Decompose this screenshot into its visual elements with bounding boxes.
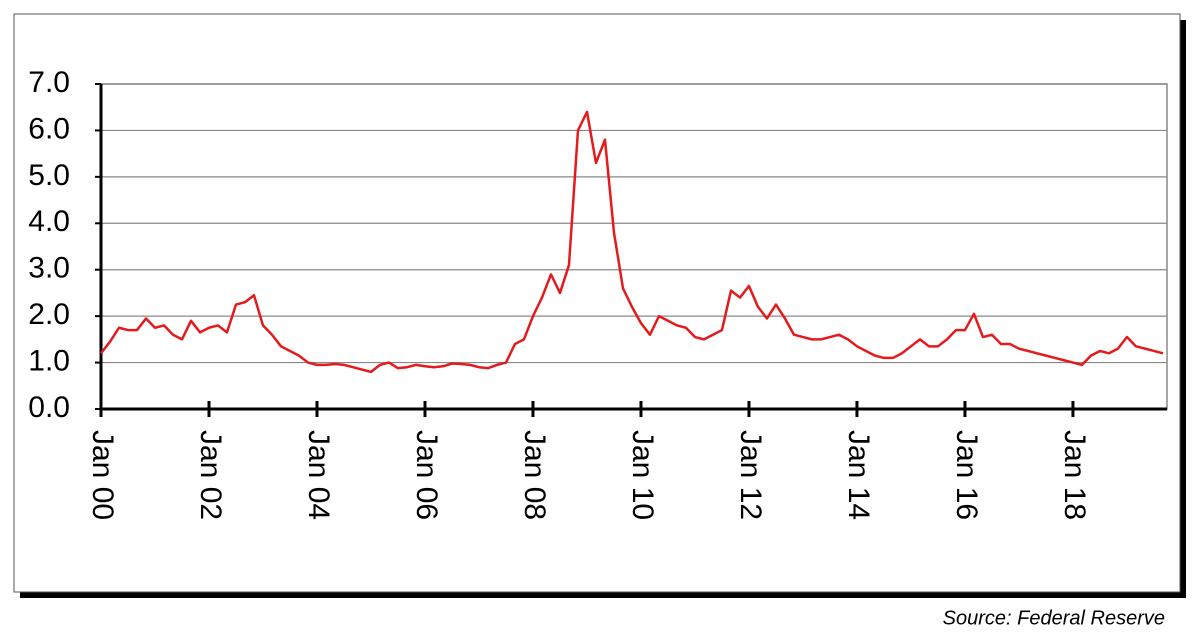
x-tick-label: Jan 16 — [950, 430, 983, 520]
line — [100, 110, 1164, 374]
y-tick-label: 7.0 — [28, 66, 70, 99]
x-tick-label: Jan 06 — [410, 430, 443, 520]
x-tick-label: Jan 14 — [842, 430, 875, 520]
y-tick-label: 1.0 — [28, 344, 70, 377]
x-tick-label: Jan 00 — [86, 430, 119, 520]
y-tick-label: 6.0 — [28, 112, 70, 145]
x-tick-label: Jan 02 — [194, 430, 227, 520]
x-tick-label: Jan 08 — [518, 430, 551, 520]
x-tick-label: Jan 04 — [302, 430, 335, 520]
y-tick-label: 2.0 — [28, 298, 70, 331]
frame — [13, 13, 1181, 593]
x-tick-label: Jan 10 — [626, 430, 659, 520]
y-tick-label: 4.0 — [28, 205, 70, 238]
x-tick-label: Jan 12 — [734, 430, 767, 520]
y-tick-label: 5.0 — [28, 159, 70, 192]
source: Source: Federal Reserve — [943, 607, 1165, 629]
x-tick-label: Jan 18 — [1058, 430, 1091, 520]
y-tick-label: 3.0 — [28, 252, 70, 285]
y-tick-label: 0.0 — [28, 391, 70, 424]
